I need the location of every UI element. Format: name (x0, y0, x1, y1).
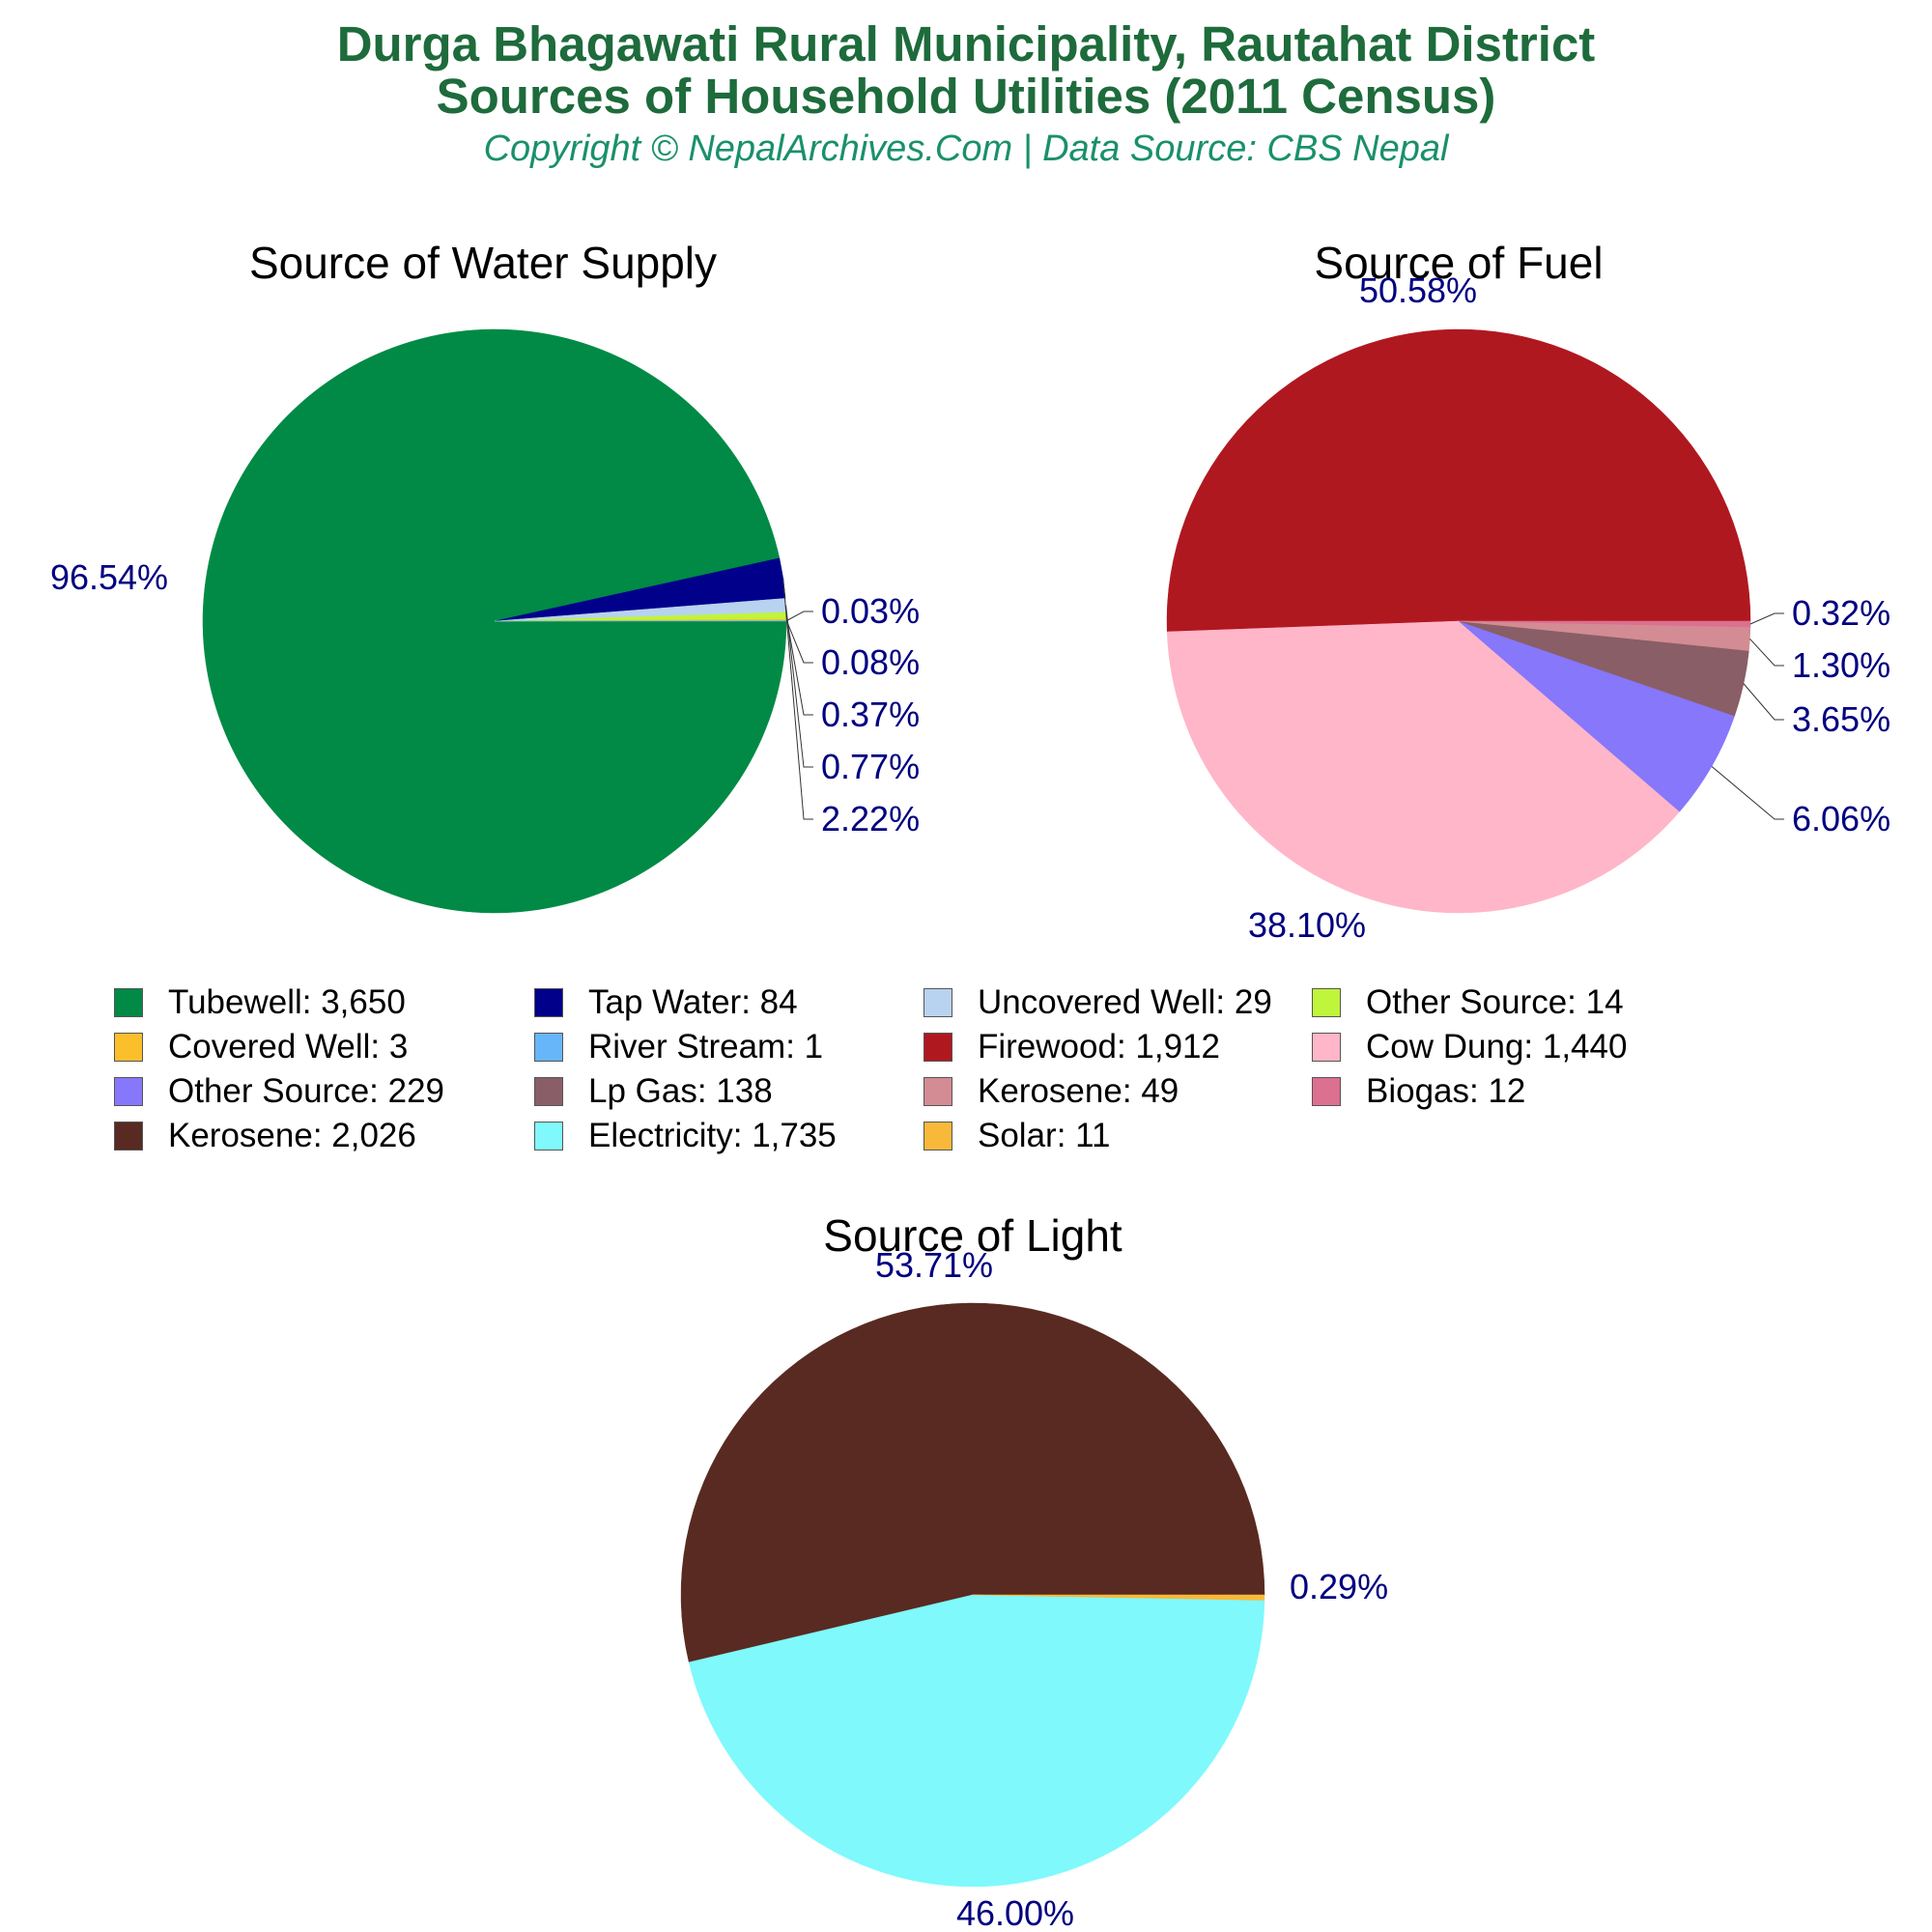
legend-swatch (923, 1122, 952, 1151)
legend-label: Electricity: 1,735 (588, 1117, 837, 1154)
legend-label: Other Source: 14 (1366, 983, 1624, 1021)
page-title-line-1: Durga Bhagawati Rural Municipality, Raut… (336, 16, 1596, 71)
pie-percent-label: 6.06% (1792, 799, 1890, 838)
pie-title-3: Source of Light (823, 1210, 1122, 1261)
legend-swatch (923, 988, 952, 1017)
pie-title-1: Source of Water Supply (249, 238, 717, 288)
pie-percent-label: 0.37% (821, 695, 920, 734)
pie-percent-label: 0.77% (821, 747, 920, 786)
legend-item: Tubewell: 3,650 (114, 983, 406, 1022)
legend-item: Tap Water: 84 (534, 983, 798, 1022)
legend-swatch (1312, 1033, 1341, 1062)
legend-swatch (114, 1033, 143, 1062)
pie-title-2: Source of Fuel (1314, 238, 1603, 288)
leader-line (785, 615, 813, 716)
legend-label: Uncovered Well: 29 (978, 983, 1272, 1021)
legend-item: Other Source: 14 (1312, 983, 1624, 1022)
legend-item: Solar: 11 (923, 1117, 1111, 1155)
pie-slice-firewood (1166, 328, 1751, 633)
pie-chart-1: Source of Water Supply 96.54% 2.22% 0.77% 0.… (50, 238, 920, 914)
pie-slice-cow-dung (1166, 620, 1681, 914)
legend-swatch (1312, 988, 1341, 1017)
pie-slice-kerosene (680, 1302, 1265, 1663)
leader-line (1749, 638, 1784, 667)
page-subtitle: Copyright © NepalArchives.Com | Data Sou… (483, 128, 1449, 169)
pie-percent-label: 1.30% (1792, 645, 1890, 685)
pie-percent-label: 50.58% (1359, 270, 1477, 310)
pie-percent-label: 0.29% (1290, 1567, 1388, 1606)
legend-swatch (114, 1122, 143, 1151)
legend-swatch (534, 1077, 563, 1106)
legend-label: Cow Dung: 1,440 (1366, 1028, 1628, 1065)
legend-item: Lp Gas: 138 (534, 1072, 773, 1111)
legend-label: Solar: 11 (978, 1117, 1111, 1154)
legend-item: Firewood: 1,912 (923, 1028, 1220, 1066)
legend-swatch (534, 1033, 563, 1062)
legend-label: Kerosene: 49 (978, 1072, 1179, 1110)
legend-label: Biogas: 12 (1366, 1072, 1526, 1110)
legend-item: Kerosene: 49 (923, 1072, 1179, 1111)
pie-slice-solar (972, 1594, 1265, 1601)
pie-slice-electricity (688, 1594, 1265, 1888)
legend-label: Firewood: 1,912 (978, 1028, 1220, 1065)
leader-line (782, 578, 813, 820)
legend-item: Other Source: 229 (114, 1072, 444, 1111)
legend-swatch (1312, 1077, 1341, 1106)
legend-item: Kerosene: 2,026 (114, 1117, 416, 1155)
legend-swatch (114, 1077, 143, 1106)
pie-percent-label: 46.00% (956, 1893, 1074, 1932)
leader-line (1749, 612, 1784, 625)
legend-item: Uncovered Well: 29 (923, 983, 1272, 1022)
legend-swatch (923, 1077, 952, 1106)
pie-percent-label: 3.65% (1792, 699, 1890, 739)
pie-percent-label: 96.54% (50, 557, 168, 597)
leader-line (1711, 765, 1784, 820)
legend-item: River Stream: 1 (534, 1028, 823, 1066)
legend-label: River Stream: 1 (588, 1028, 824, 1065)
leader-line (785, 611, 813, 622)
pie-percent-label: 0.08% (821, 642, 920, 682)
pie-percent-label: 2.22% (821, 799, 920, 838)
legend-swatch (114, 988, 143, 1017)
legend-item: Biogas: 12 (1312, 1072, 1525, 1111)
legend-item: Cow Dung: 1,440 (1312, 1028, 1627, 1066)
leader-line (785, 619, 813, 664)
legend-label: Tap Water: 84 (588, 983, 798, 1021)
legend-label: Lp Gas: 138 (588, 1072, 773, 1110)
pie-percent-label: 38.10% (1248, 905, 1366, 945)
legend-label: Tubewell: 3,650 (168, 983, 406, 1021)
legend-swatch (534, 1122, 563, 1151)
legend-swatch (534, 988, 563, 1017)
pie-percent-label: 53.71% (875, 1245, 993, 1285)
legend-item: Covered Well: 3 (114, 1028, 408, 1066)
page-title-line-2: Sources of Household Utilities (2011 Cen… (436, 69, 1496, 124)
legend-label: Kerosene: 2,026 (168, 1117, 416, 1154)
legend-swatch (923, 1033, 952, 1062)
legend-label: Covered Well: 3 (168, 1028, 409, 1065)
legend-label: Other Source: 229 (168, 1072, 444, 1110)
leader-line (785, 605, 813, 768)
leader-line (1743, 683, 1784, 721)
pie-percent-label: 0.32% (1792, 593, 1890, 633)
pie-percent-label: 0.03% (821, 591, 920, 631)
legend-item: Electricity: 1,735 (534, 1117, 837, 1155)
